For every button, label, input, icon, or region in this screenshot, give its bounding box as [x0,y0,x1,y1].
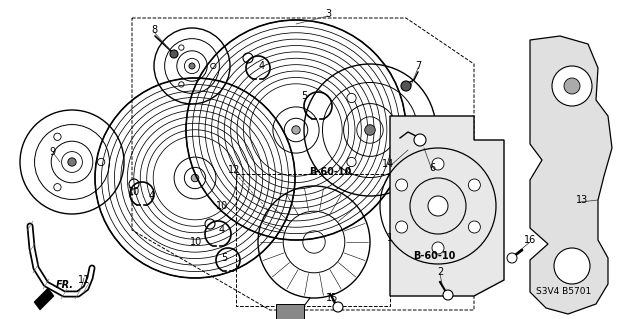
Circle shape [189,63,195,69]
Text: 3: 3 [325,9,331,19]
Circle shape [428,196,448,216]
Circle shape [243,53,253,63]
Circle shape [365,125,375,135]
Text: 8: 8 [151,25,157,35]
Circle shape [552,66,592,106]
Text: 16: 16 [524,235,536,245]
Circle shape [54,133,61,140]
Bar [276,304,304,319]
Text: 2: 2 [437,267,443,277]
Circle shape [129,179,139,189]
Circle shape [507,253,517,263]
Text: 1: 1 [387,233,393,243]
Text: 13: 13 [576,195,588,205]
Circle shape [401,81,411,91]
Circle shape [468,179,481,191]
Text: 7: 7 [415,61,421,71]
Text: 4: 4 [259,61,265,71]
Circle shape [179,45,184,50]
Text: B-60-10: B-60-10 [413,251,455,261]
Text: 4: 4 [149,191,155,201]
Circle shape [97,158,105,166]
Circle shape [179,82,184,87]
Circle shape [414,134,426,146]
Circle shape [396,179,408,191]
Circle shape [347,157,356,167]
Text: 10: 10 [190,237,202,247]
Circle shape [554,248,590,284]
Polygon shape [390,116,504,296]
Polygon shape [530,36,612,314]
Text: 5: 5 [221,253,227,263]
Circle shape [432,158,444,170]
Circle shape [468,221,481,233]
Circle shape [347,93,356,103]
Circle shape [396,221,408,233]
Text: 10: 10 [216,201,228,211]
Circle shape [205,219,215,229]
Circle shape [564,78,580,94]
Circle shape [333,302,343,312]
Circle shape [292,126,300,134]
Text: 4: 4 [219,225,225,235]
Circle shape [211,63,216,69]
Circle shape [432,242,444,254]
Text: FR.: FR. [56,280,74,290]
Text: 5: 5 [301,91,307,101]
Text: B-60-10: B-60-10 [309,167,351,177]
Text: 11: 11 [78,275,90,285]
Circle shape [68,158,76,166]
Circle shape [443,290,453,300]
Text: 14: 14 [382,159,394,169]
Text: 10: 10 [128,187,140,197]
Circle shape [170,50,178,58]
Circle shape [403,125,412,135]
Text: 12: 12 [228,165,240,175]
Text: 6: 6 [429,163,435,173]
Polygon shape [34,288,54,310]
Text: 9: 9 [49,147,55,157]
Circle shape [191,174,199,182]
Circle shape [54,183,61,191]
Text: S3V4 B5701: S3V4 B5701 [536,287,591,296]
Text: 15: 15 [326,293,338,303]
